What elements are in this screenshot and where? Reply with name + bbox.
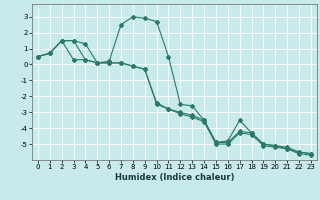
X-axis label: Humidex (Indice chaleur): Humidex (Indice chaleur) <box>115 173 234 182</box>
